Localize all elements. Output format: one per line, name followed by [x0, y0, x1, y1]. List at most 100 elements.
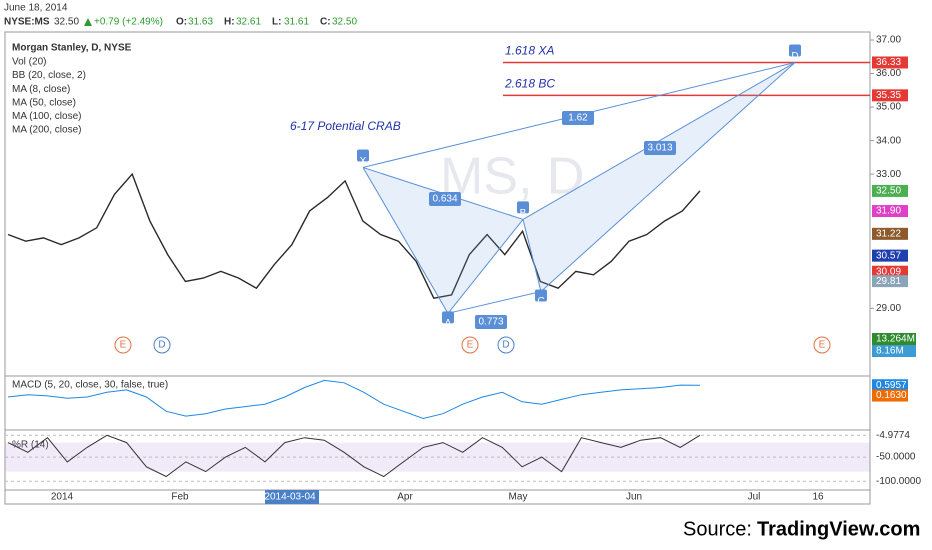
ohlc-value: 32.61	[236, 17, 261, 28]
price-label-box	[872, 89, 908, 102]
ratio-label: 0.773	[478, 317, 503, 328]
x-label: Feb	[171, 492, 189, 503]
price-label: 29.81	[876, 276, 901, 287]
ohlc-key: C:	[320, 17, 331, 28]
x-label: 2014-03-04	[264, 492, 316, 503]
symbol: NYSE:MS	[4, 17, 50, 28]
plot-frame	[4, 31, 871, 505]
wr-tick-label: -100.0000	[876, 476, 921, 487]
crosshair-date-box	[265, 490, 319, 504]
pattern-point	[535, 289, 547, 302]
annotation: 6-17 Potential CRAB	[290, 119, 401, 133]
x-label: Apr	[397, 492, 413, 503]
price-label-box	[872, 56, 908, 69]
pattern-point	[517, 201, 529, 214]
indicator: BB (20, close, 2)	[12, 70, 86, 81]
pattern-label: D	[791, 51, 798, 62]
y-tick-label: 34.00	[876, 135, 901, 146]
macd-line	[7, 379, 701, 420]
wr-tick-label: -4.9774	[876, 430, 910, 441]
event-marker	[114, 336, 132, 354]
wr-title: %R (14)	[12, 440, 49, 451]
ratio-box	[644, 141, 676, 155]
wr-tick-label: -50.0000	[876, 452, 916, 463]
price-label: 36.33	[876, 57, 901, 68]
pattern-label: A	[445, 318, 452, 329]
ratio-label: 0.634	[432, 194, 457, 205]
volume-label-box	[872, 333, 916, 345]
watermark: MS, D	[440, 148, 584, 206]
ratio-box	[562, 111, 594, 125]
pattern-leg	[522, 62, 796, 220]
pattern-point	[442, 311, 454, 324]
wr-line	[7, 434, 701, 478]
last-price: 32.50	[54, 17, 79, 28]
x-label: Jun	[626, 492, 642, 503]
macd-label: 0.5957	[876, 380, 907, 391]
volume-label: 8.16M	[876, 346, 904, 357]
pattern-label: B	[520, 208, 527, 219]
price-line	[7, 172, 701, 299]
level-label: 1.618 XA	[505, 44, 554, 58]
source: TradingView.com	[757, 518, 920, 540]
ohlc-key: O:	[176, 17, 187, 28]
ratio-label: 3.013	[647, 143, 672, 154]
event-label: D	[158, 340, 165, 351]
source-label: Source:	[683, 518, 752, 540]
x-label: Jul	[748, 492, 761, 503]
y-tick-label: 29.00	[876, 303, 901, 314]
ohlc-value: 32.50	[332, 17, 357, 28]
ratio-box	[475, 315, 507, 329]
y-tick-label: 37.00	[876, 35, 901, 46]
price-label: 30.57	[876, 250, 901, 261]
date: June 18, 2014	[4, 3, 68, 14]
y-tick-label: 35.00	[876, 102, 901, 113]
pattern-leg	[540, 62, 796, 292]
pattern-point	[789, 44, 801, 57]
pattern-leg	[447, 291, 542, 314]
price-label-box	[872, 184, 908, 197]
ohlc-value: 31.63	[188, 17, 213, 28]
price-label: 31.90	[876, 206, 901, 217]
volume-label-box	[872, 345, 916, 357]
event-label: D	[502, 340, 509, 351]
y-tick-label: 33.00	[876, 169, 901, 180]
x-label: 2014	[51, 492, 74, 503]
event-marker	[497, 336, 515, 354]
indicator: Vol (20)	[12, 57, 46, 68]
pattern-point	[357, 149, 369, 162]
event-label: E	[120, 340, 127, 351]
price-label-box	[872, 265, 908, 278]
ohlc-value: 31.61	[284, 17, 309, 28]
price-label: 35.35	[876, 90, 901, 101]
x-label: 16	[812, 492, 824, 503]
pattern-leg	[522, 219, 542, 292]
price-label-box	[872, 227, 908, 240]
price-label-box	[872, 205, 908, 218]
price-label-box	[872, 249, 908, 262]
chart-title: Morgan Stanley, D, NYSE	[12, 43, 132, 54]
up-arrow	[84, 18, 92, 26]
event-marker	[813, 336, 831, 354]
price-label-box	[872, 275, 908, 288]
pattern-label: X	[360, 156, 367, 167]
ratio-label: 1.62	[568, 113, 588, 124]
macd-label: 0.1630	[876, 390, 907, 401]
level-label: 2.618 BC	[504, 77, 555, 91]
event-marker	[461, 336, 479, 354]
macd-title: MACD (5, 20, close, 30, false, true)	[12, 380, 168, 391]
y-tick-label: 36.00	[876, 68, 901, 79]
ratio-box	[429, 192, 461, 206]
indicator: MA (8, close)	[12, 84, 70, 95]
indicator: MA (100, close)	[12, 111, 81, 122]
macd-label-box	[872, 389, 908, 402]
ohlc-key: H:	[224, 17, 235, 28]
event-label: E	[819, 340, 826, 351]
change: +0.79 (+2.49%)	[94, 17, 163, 28]
indicator: MA (50, close)	[12, 97, 76, 108]
event-marker	[153, 336, 171, 354]
price-label: 32.50	[876, 186, 901, 197]
pattern-leg	[447, 219, 524, 314]
pattern-label: C	[537, 296, 544, 307]
